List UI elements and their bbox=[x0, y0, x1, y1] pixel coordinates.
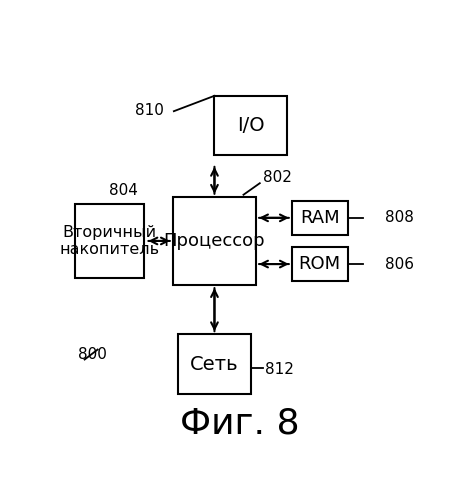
Text: I/O: I/O bbox=[237, 116, 264, 135]
Bar bbox=[214, 96, 287, 156]
Text: Сеть: Сеть bbox=[190, 354, 239, 374]
Bar bbox=[75, 204, 144, 278]
Bar bbox=[292, 200, 348, 235]
Bar bbox=[178, 334, 251, 394]
Text: ROM: ROM bbox=[299, 255, 341, 273]
Text: Процессор: Процессор bbox=[164, 232, 265, 250]
Text: 808: 808 bbox=[385, 210, 414, 226]
Text: 804: 804 bbox=[110, 184, 138, 198]
Text: 802: 802 bbox=[263, 170, 292, 185]
Text: RAM: RAM bbox=[300, 209, 339, 227]
Text: 806: 806 bbox=[385, 256, 414, 272]
Text: 800: 800 bbox=[79, 347, 107, 362]
Text: Вторичный
накопитель: Вторичный накопитель bbox=[59, 225, 159, 257]
Text: 812: 812 bbox=[265, 362, 294, 378]
Bar bbox=[292, 246, 348, 282]
Bar bbox=[173, 196, 256, 285]
Text: 810: 810 bbox=[135, 102, 164, 118]
Text: Фиг. 8: Фиг. 8 bbox=[180, 407, 300, 441]
